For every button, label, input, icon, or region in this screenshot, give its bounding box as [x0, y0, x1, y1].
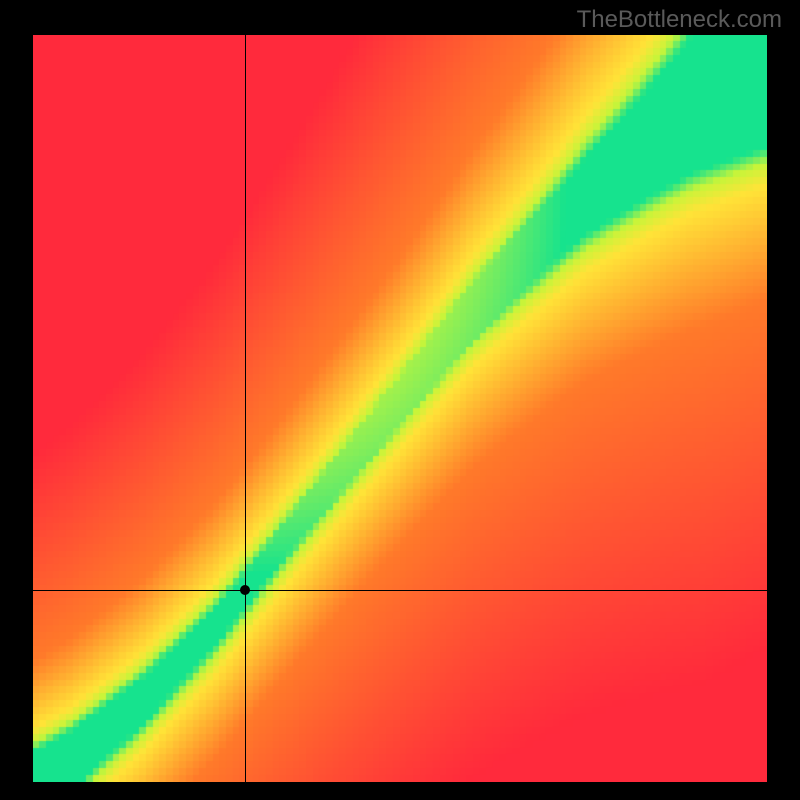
heatmap-canvas — [33, 35, 767, 782]
crosshair-marker — [240, 585, 250, 595]
crosshair-vertical — [245, 35, 246, 782]
heatmap-plot — [33, 35, 767, 782]
watermark-text: TheBottleneck.com — [577, 6, 782, 34]
crosshair-horizontal — [33, 590, 767, 591]
